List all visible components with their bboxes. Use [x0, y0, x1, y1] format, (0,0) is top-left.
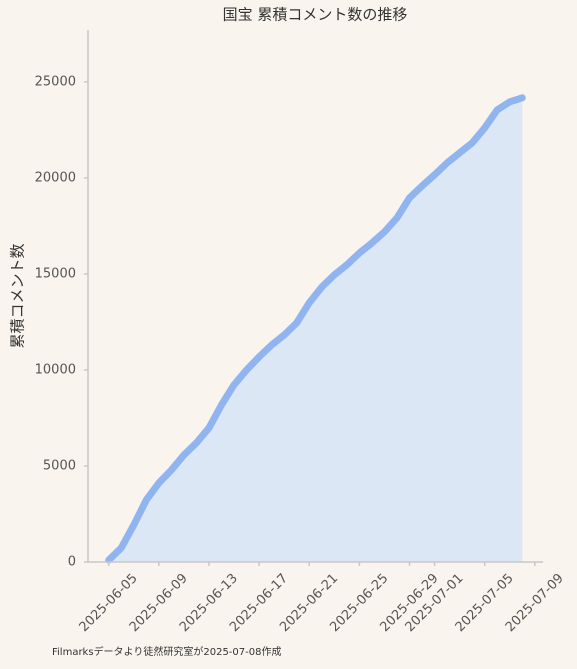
y-tick-label: 5000: [43, 458, 76, 473]
y-tick-label: 10000: [35, 362, 76, 377]
y-axis-label: 累積コメント数: [9, 243, 27, 348]
caption: Filmarksデータより徒然研究室が2025-07-08作成: [52, 645, 281, 658]
y-tick-label: 20000: [35, 170, 76, 185]
y-tick-label: 0: [68, 555, 76, 570]
chart-title: 国宝 累積コメント数の推移: [223, 6, 408, 24]
y-tick-label: 25000: [35, 74, 76, 89]
y-tick-label: 15000: [35, 266, 76, 281]
area-fill: [108, 97, 523, 563]
line: [105, 94, 526, 564]
